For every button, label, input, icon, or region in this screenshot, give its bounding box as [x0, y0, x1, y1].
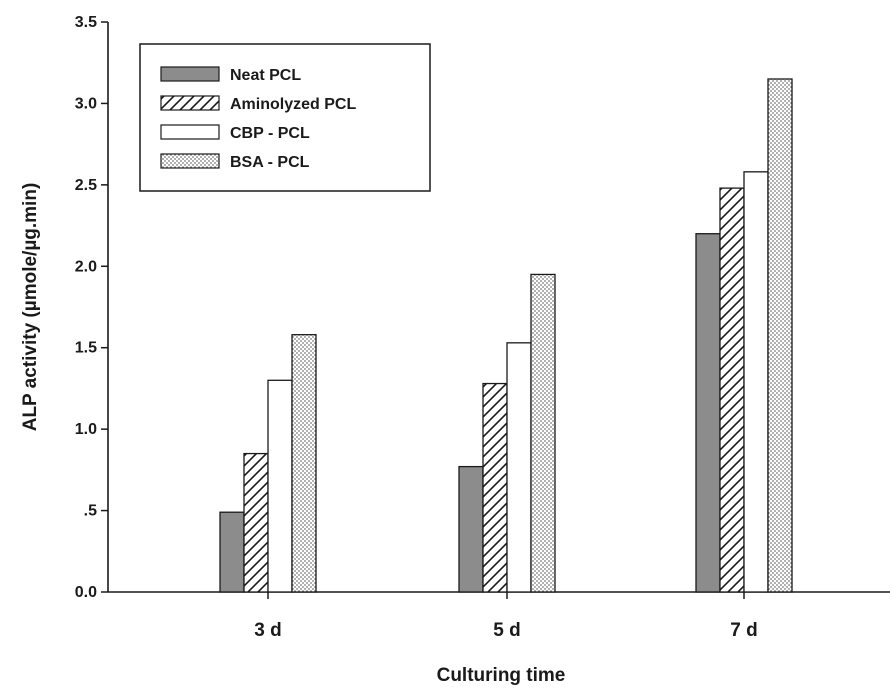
legend-label: BSA - PCL — [230, 154, 310, 171]
axis-labels: 0.0 .5 1.0 1.5 2.0 2.5 3.0 3.5 3 d 5 d 7 d Culturin… — [20, 14, 758, 686]
y-tick-label: 1.5 — [75, 340, 97, 357]
bar — [267, 379, 293, 593]
bar — [291, 334, 317, 593]
y-tick-label: 2.0 — [75, 258, 97, 275]
y-tick-label: 1.0 — [75, 421, 97, 438]
bar — [219, 511, 245, 593]
y-tick-label: .5 — [84, 503, 97, 520]
legend-swatch — [160, 124, 220, 140]
y-axis-title: ALP activity (µmole/µg.min) — [20, 183, 41, 432]
bar — [695, 233, 721, 593]
bars — [219, 78, 793, 593]
bar — [482, 382, 508, 593]
bar — [506, 342, 532, 593]
x-axis-title: Culturing time — [437, 665, 566, 686]
y-tick-label: 3.0 — [75, 95, 97, 112]
legend-label: Aminolyzed PCL — [230, 96, 356, 113]
bar — [458, 465, 484, 593]
legend-swatch — [160, 95, 220, 111]
legend-swatch — [160, 153, 220, 169]
legend: Neat PCL Aminolyzed PCL CBP - PCL BSA - PCL — [139, 43, 431, 192]
y-tick-label: 0.0 — [75, 584, 97, 601]
bar — [719, 187, 745, 593]
bar — [743, 171, 769, 593]
x-tick-label: 3 d — [254, 620, 281, 641]
bar — [767, 78, 793, 593]
y-tick-label: 3.5 — [75, 14, 97, 31]
bar — [243, 452, 269, 593]
y-tick-label: 2.5 — [75, 177, 97, 194]
x-tick-label: 5 d — [493, 620, 520, 641]
legend-swatch — [160, 66, 220, 82]
legend-label: CBP - PCL — [230, 125, 310, 142]
legend-label: Neat PCL — [230, 67, 301, 84]
x-tick-label: 7 d — [730, 620, 757, 641]
bar — [530, 273, 556, 593]
